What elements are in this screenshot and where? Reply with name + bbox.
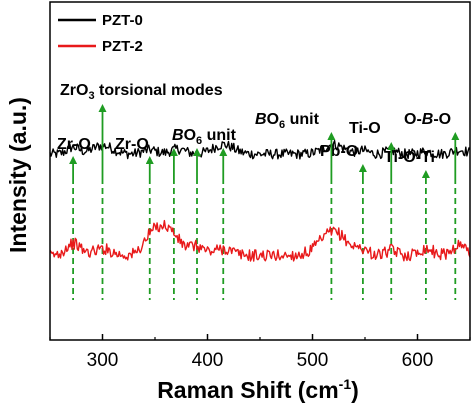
annotation-bo6-unit-2: BO6 unit — [255, 111, 320, 131]
annotation-o-b-o: O-B-O — [404, 111, 451, 128]
x-tick-label-500: 500 — [297, 350, 329, 371]
legend-label-pzt-0: PZT-0 — [102, 12, 143, 29]
series-pzt-0 — [49, 139, 471, 160]
x-tick-label-400: 400 — [192, 350, 224, 371]
legend-label-pzt-2: PZT-2 — [102, 38, 143, 55]
series-layer — [49, 139, 471, 262]
reference-lines — [72, 178, 457, 300]
annotation-arrows — [69, 104, 460, 178]
peak-annotations: Zr-O ZrO3 torsional modes Zr-O BO6 unit … — [57, 82, 451, 166]
x-axis-ticks: 300 400 500 600 — [49, 334, 471, 371]
annotation-pb-o: Pb-O — [320, 143, 358, 160]
x-axis-title: Raman Shift (cm-1) — [157, 376, 359, 403]
legend: PZT-0 PZT-2 — [58, 12, 143, 55]
annotation-zr-o-2: Zr-O — [115, 136, 149, 153]
x-tick-label-300: 300 — [87, 350, 119, 371]
x-tick-label-600: 600 — [402, 350, 434, 371]
annotation-ti-o: Ti-O — [349, 120, 381, 137]
annotation-zro3-torsional: ZrO3 torsional modes — [60, 82, 223, 102]
series-pzt-2 — [49, 219, 471, 262]
annotation-bo6-unit-1: BO6 unit — [172, 127, 237, 147]
annotation-zr-o-1: Zr-O — [57, 136, 91, 153]
annotation-ti-o-ti: Ti-O-Ti — [384, 149, 435, 166]
y-axis-title: Intensity (a.u.) — [5, 97, 31, 253]
